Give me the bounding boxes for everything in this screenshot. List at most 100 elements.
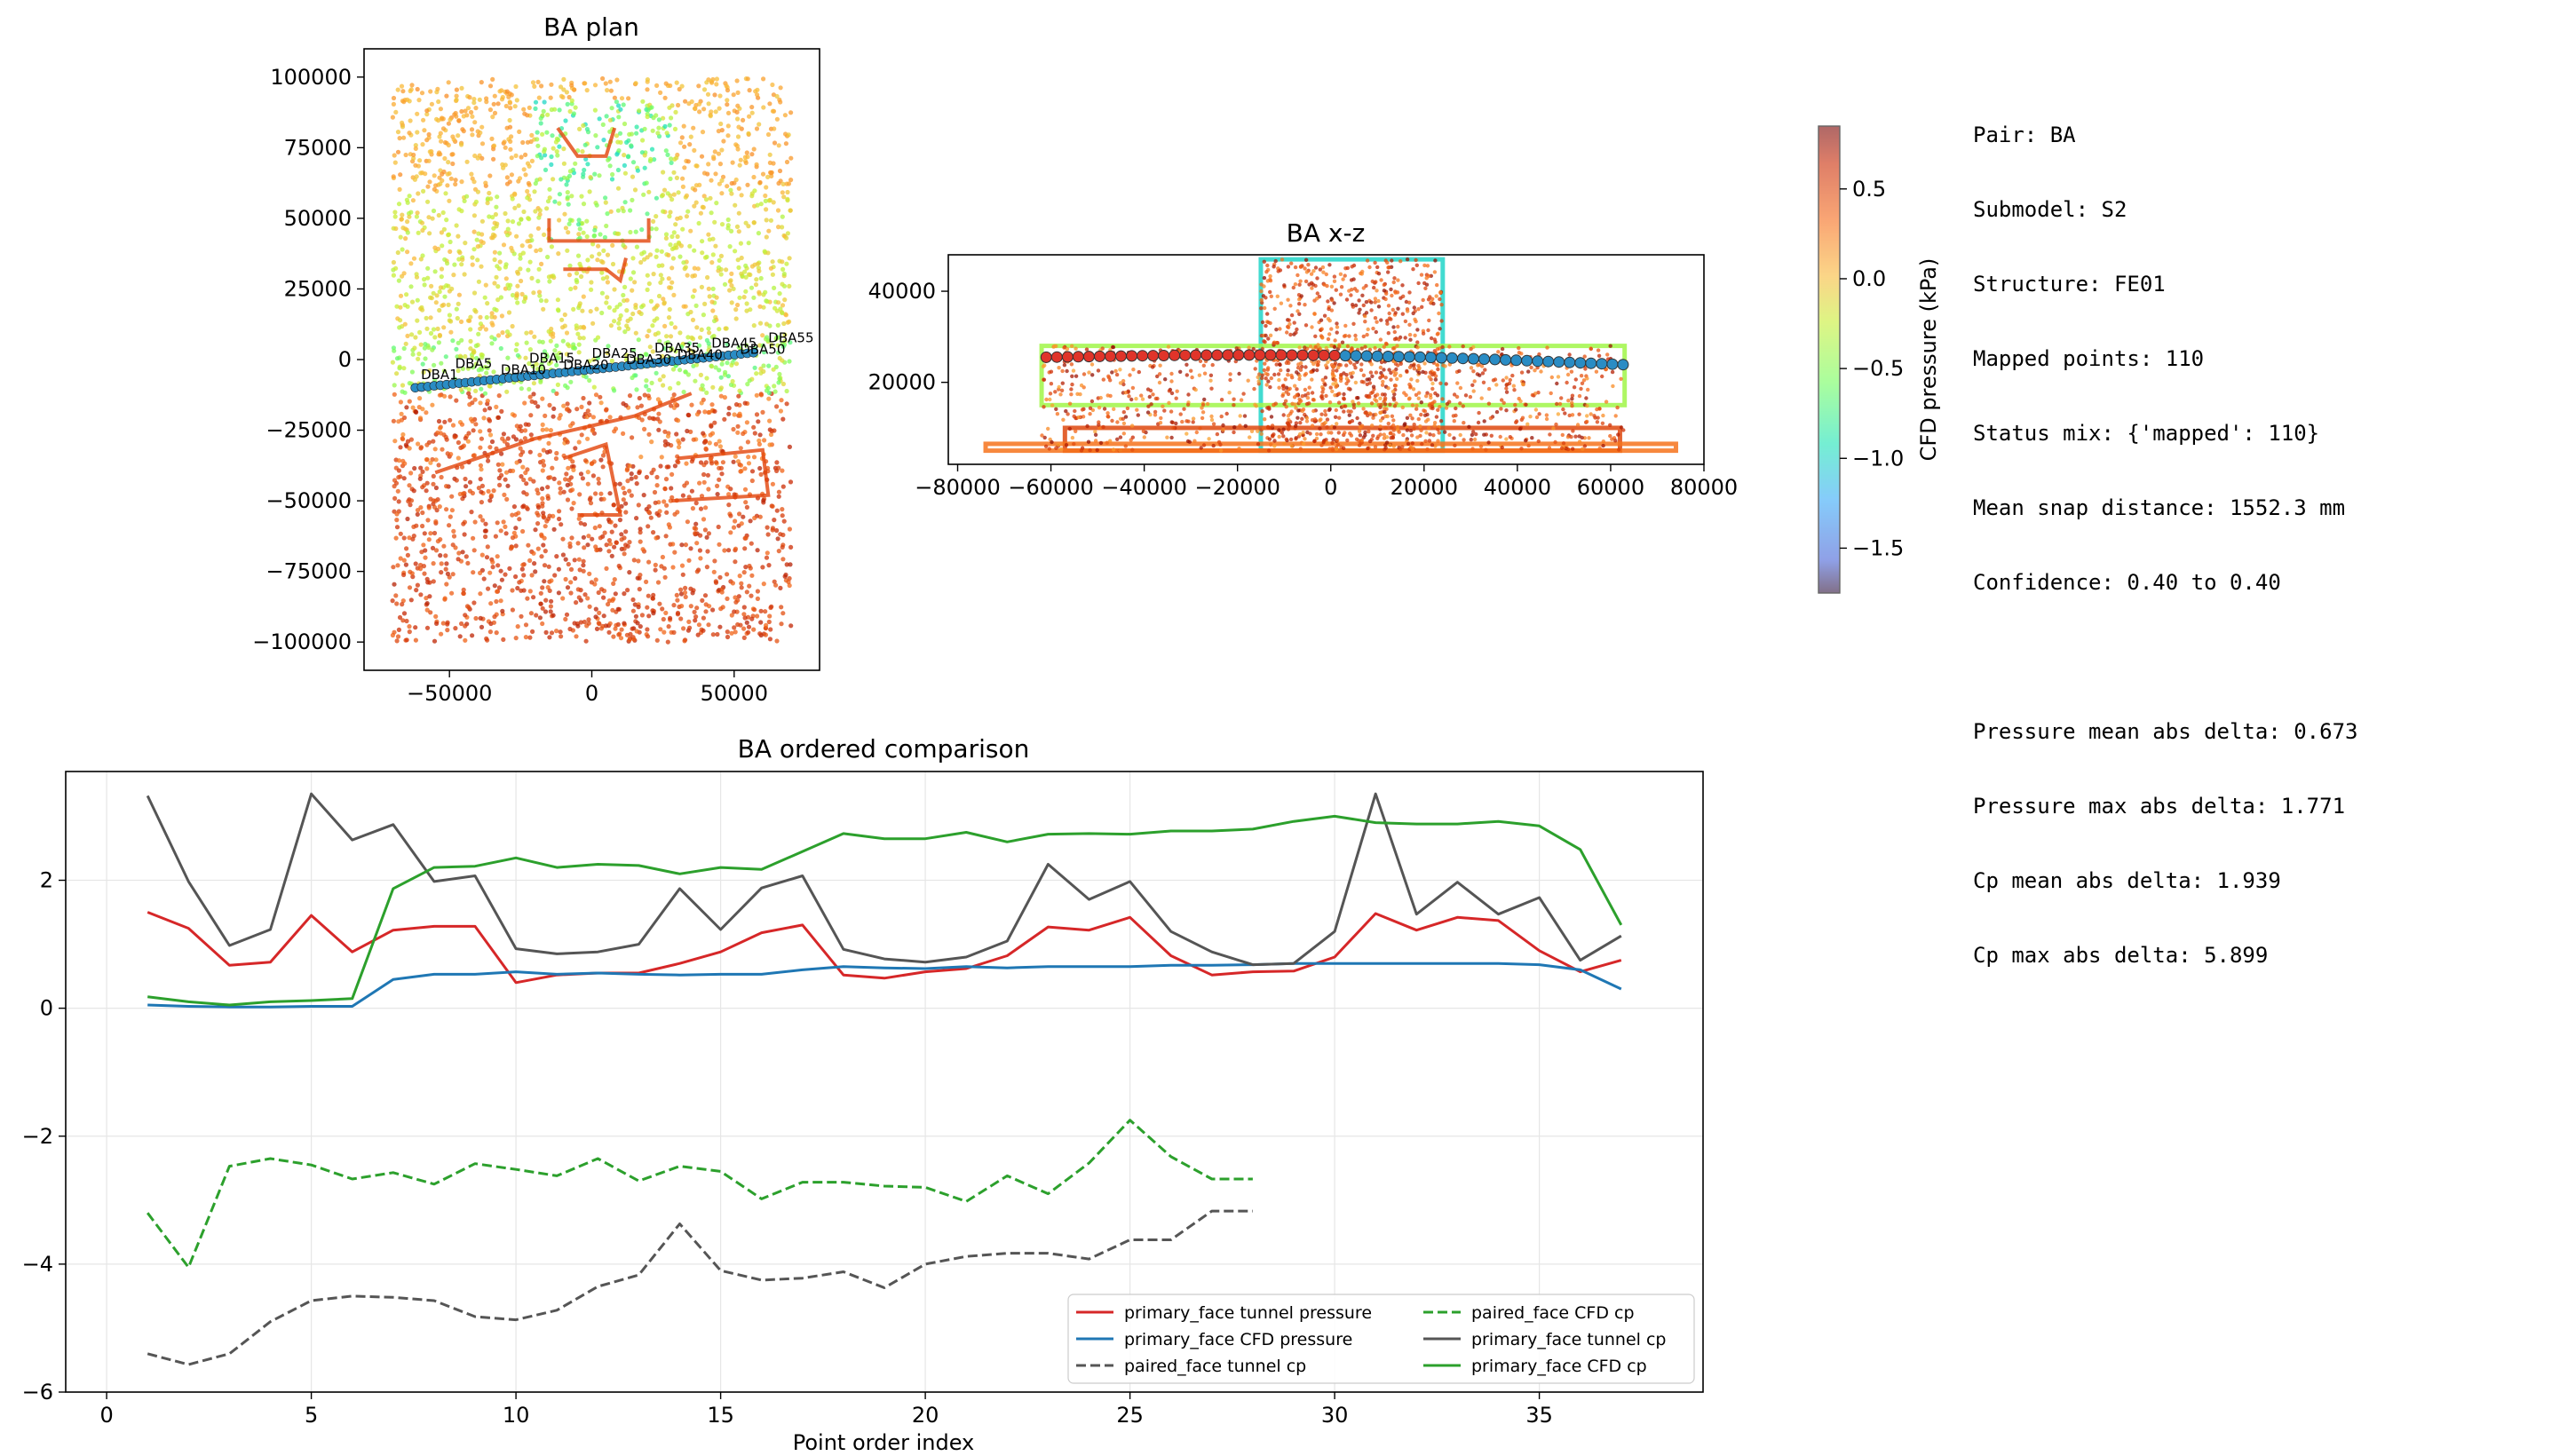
xz-point — [1375, 289, 1379, 293]
xz-point — [1617, 447, 1621, 452]
plan-point — [765, 550, 770, 556]
plan-point — [394, 356, 400, 361]
plan-point — [425, 275, 431, 281]
plan-point — [692, 265, 697, 271]
xz-point — [1585, 414, 1589, 418]
plan-point — [665, 639, 670, 645]
plan-point — [622, 200, 628, 205]
xz-point — [1312, 417, 1318, 422]
xz-point — [1259, 306, 1264, 311]
plan-point — [780, 310, 785, 316]
plan-point — [622, 535, 627, 541]
plan-point — [462, 532, 467, 537]
plan-point — [496, 585, 503, 590]
plan-point — [514, 342, 519, 347]
xz-point — [1153, 409, 1158, 415]
xz-point — [1262, 259, 1267, 264]
plan-point — [536, 266, 542, 272]
plan-point — [541, 447, 546, 453]
xz-point — [1438, 327, 1442, 331]
plan-point — [487, 428, 492, 433]
plan-point — [546, 564, 551, 569]
plan-point — [515, 352, 521, 358]
plan-point — [651, 530, 656, 535]
plan-point — [505, 355, 511, 360]
plan-point — [603, 195, 608, 201]
plan-point — [438, 131, 443, 136]
xz-point — [1469, 346, 1473, 352]
xz-point — [1058, 392, 1063, 397]
xz-point — [1400, 283, 1405, 288]
plan-point — [447, 198, 452, 203]
xz-point — [1390, 414, 1395, 418]
plan-point — [582, 142, 588, 147]
xz-point — [1125, 406, 1130, 411]
plan-point — [598, 491, 604, 496]
plan-point — [770, 503, 775, 509]
plan-point — [394, 518, 400, 523]
xz-point — [1269, 415, 1274, 419]
plan-point — [440, 447, 445, 452]
plan-point — [527, 105, 532, 110]
plan-point — [648, 298, 654, 304]
plan-point — [741, 431, 746, 437]
plan-point — [770, 481, 776, 487]
plan-point — [558, 84, 564, 90]
xz-point — [1358, 421, 1362, 426]
xz-point — [1470, 383, 1475, 387]
plan-point — [676, 102, 681, 108]
plan-point — [719, 178, 725, 183]
plan-point — [660, 606, 665, 612]
plan-point — [610, 261, 616, 267]
plan-point — [683, 585, 688, 591]
plan-point — [676, 460, 681, 465]
xz-point — [1310, 325, 1314, 329]
plan-point — [450, 423, 456, 428]
plan-point — [416, 352, 422, 357]
plan-point — [688, 228, 693, 233]
xz-point — [1118, 448, 1122, 453]
plan-point — [557, 218, 562, 223]
plan-point — [551, 476, 557, 482]
xz-point — [1079, 383, 1084, 388]
plan-point — [662, 429, 668, 434]
plan-point — [470, 262, 475, 267]
xz-point — [1385, 260, 1390, 265]
plan-point — [598, 232, 603, 237]
plan-point — [725, 374, 732, 379]
plan-point — [724, 83, 729, 89]
plan-point — [621, 102, 626, 107]
plan-point — [738, 463, 744, 468]
plan-point — [521, 107, 527, 112]
plan-point — [426, 135, 432, 140]
xz-point — [1467, 424, 1471, 429]
xz-point — [1262, 339, 1266, 344]
xz-point — [1383, 402, 1388, 407]
xz-point — [1338, 272, 1343, 276]
plan-point — [508, 106, 513, 111]
xz-x-tick-label: 40000 — [1484, 475, 1551, 500]
plan-point — [400, 383, 406, 388]
plan-point — [599, 270, 605, 275]
xz-point — [1319, 327, 1324, 331]
plan-point — [745, 439, 751, 445]
plan-point — [731, 92, 736, 98]
plan-point — [745, 182, 750, 187]
plan-point — [780, 468, 785, 473]
plan-point — [764, 218, 769, 223]
xz-point — [1060, 368, 1065, 374]
xz-point — [1361, 435, 1367, 439]
plan-point — [537, 177, 543, 182]
xz-point — [1274, 362, 1279, 367]
plan-point — [574, 277, 579, 283]
plan-point — [567, 169, 574, 174]
plan-point — [407, 214, 412, 219]
plan-point — [510, 588, 515, 593]
plan-point — [728, 530, 733, 535]
plan-point — [686, 347, 693, 352]
xz-point — [1391, 428, 1397, 432]
plan-point-label: DBA35 — [654, 340, 700, 356]
xz-point — [1221, 428, 1225, 432]
plan-point — [585, 470, 590, 475]
plan-point — [558, 413, 563, 418]
